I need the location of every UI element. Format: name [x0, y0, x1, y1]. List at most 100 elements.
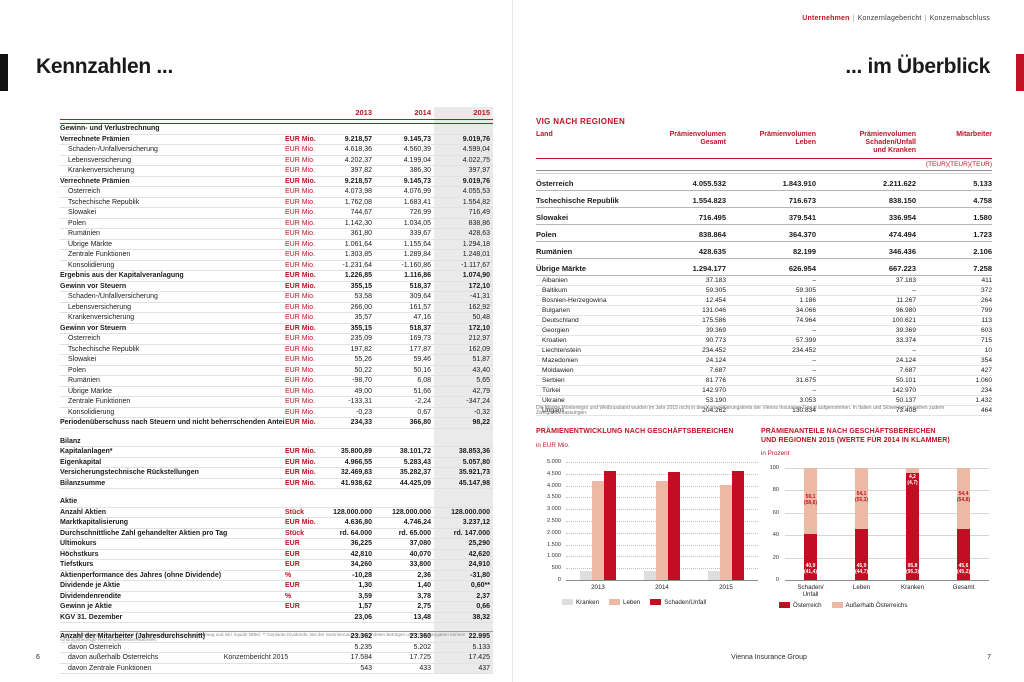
stack-aussen-2 — [906, 468, 919, 473]
breadcrumb-unternehmen: Unternehmen — [802, 15, 850, 22]
table-row: Anzahl Aktien Stück 128.000.000 128.000.000… — [60, 508, 493, 518]
row-label: davon Österreich — [68, 643, 122, 651]
row-label: Periodenüberschuss nach Steuern und nich… — [60, 419, 285, 426]
cell-2014: 5.202 — [413, 643, 431, 651]
bar-schaden-unfall-2014 — [668, 472, 680, 580]
chart1-unit-label: in EUR Mio. — [536, 441, 570, 449]
cell-2013: 1.762,08 — [344, 198, 372, 206]
col-header-schaden: Prämienvolumen Schaden/Unfall und Kranke… — [859, 131, 916, 154]
region-cell: 2.106 — [973, 247, 992, 256]
cell-2013: 4.073,98 — [344, 188, 372, 195]
region-cell: 474.494 — [888, 230, 916, 239]
region-cell: 82.199 — [793, 247, 816, 256]
row-unit — [285, 437, 315, 447]
cell-2015: 9.019,76 — [462, 135, 490, 143]
region-cell: 336.954 — [888, 213, 916, 222]
breadcrumb-konzernabschluss: Konzernabschluss — [929, 15, 990, 22]
cell-2013: 49,00 — [354, 387, 372, 395]
row-unit: EUR Mio. — [285, 335, 315, 342]
regions-row: Ukraine 53.190 3.053 50.137 1.432 — [536, 396, 992, 406]
y-axis-tick: 1.000 — [547, 553, 561, 560]
row-label: davon Zentrale Funktionen — [68, 664, 152, 672]
region-cell: 39.369 — [895, 327, 916, 334]
row-unit — [285, 664, 315, 674]
region-cell: 264 — [980, 297, 992, 304]
row-label: Verrechnete Prämien — [60, 135, 130, 143]
region-cell: 2.211.622 — [883, 179, 916, 188]
table-row: Österreich EUR Mio. 4.073,98 4.076,99 4.055,… — [60, 187, 493, 198]
cell-2013: 50,22 — [354, 366, 372, 374]
cell-2015: 0,60** — [470, 582, 490, 589]
cell-2015: 4.022,75 — [462, 156, 490, 164]
cell-2013: 4.966,55 — [344, 458, 372, 466]
x-axis-label: Kranken — [900, 584, 925, 591]
regions-table-body: Österreich 4.055.532 1.843.910 2.211.622 5.1… — [536, 174, 992, 416]
row-label: Eigenkapital — [60, 458, 102, 466]
region-cell: – — [812, 367, 816, 374]
row-unit: EUR — [285, 550, 300, 558]
breadcrumb-separator2: | — [924, 15, 927, 22]
x-axis-label: Schaden/ Unfall — [797, 584, 824, 598]
cell-2013: 4.636,80 — [344, 519, 372, 526]
row-unit — [285, 497, 315, 507]
cell-2013: -0,23 — [356, 408, 372, 416]
region-label: Bosnien-Herzegowina — [542, 297, 607, 304]
row-unit: EUR Mio. — [285, 251, 315, 258]
regions-row: Baltikum 59.305 59.305 – 372 — [536, 286, 992, 296]
legend-label: Schaden/Unfall — [664, 599, 707, 606]
page-number-right: 7 — [987, 654, 991, 661]
region-cell: 74.964 — [795, 317, 816, 324]
cell-2013: 9.218,57 — [344, 177, 372, 185]
table-row: Tiefstkurs EUR 34,260 33,800 24,910 — [60, 560, 493, 571]
x-axis-label: Leben — [852, 584, 871, 591]
gridline — [785, 535, 989, 537]
cell-2015: 25,290 — [468, 540, 490, 547]
cell-2013: 128.000.000 — [333, 508, 372, 516]
row-label: Schaden-/Unfallversicherung — [68, 146, 158, 153]
bar-schaden-unfall-2013 — [604, 471, 616, 580]
cell-2013: 53,58 — [354, 293, 372, 300]
row-unit: EUR Mio. — [285, 167, 315, 174]
cell-2013 — [315, 497, 374, 507]
cell-2015: 98,22 — [472, 419, 490, 426]
cell-2015: 9.019,76 — [462, 177, 490, 185]
table-row: Kapitalanlagen* EUR Mio. 35.800,89 38.101,7… — [60, 447, 493, 458]
row-unit: EUR Mio. — [285, 177, 316, 185]
cell-2015: 24,910 — [468, 561, 490, 568]
region-cell: 1.580 — [973, 213, 992, 222]
cell-2015: 4.055,53 — [462, 188, 490, 195]
cell-2014: 1.289,84 — [403, 251, 431, 258]
legend-swatch — [609, 599, 621, 606]
region-label: Moldawien — [542, 367, 574, 374]
page-title-right: ... im Überblick — [845, 55, 990, 78]
row-unit: EUR Mio. — [285, 448, 316, 455]
table-row: Österreich EUR Mio. 235,09 169,73 212,97 — [60, 334, 493, 345]
row-unit: EUR Mio. — [285, 377, 315, 384]
gridline — [566, 462, 758, 463]
chart1-title: PRÄMIENENTWICKLUNG NACH GESCHÄFTSBEREICH… — [536, 428, 734, 435]
row-label: Bilanzsumme — [60, 479, 106, 487]
legend-label: Leben — [623, 599, 641, 606]
y-axis-tick: 3.500 — [547, 494, 561, 501]
table-row: Durchschnittliche Zahl gehandelter Aktie… — [60, 529, 493, 539]
region-cell: 1.432 — [975, 397, 992, 404]
cell-2014: 128.000.000 — [392, 508, 431, 516]
premium-share-chart: PRÄMIENANTEILE NACH GESCHÄFTSBEREICHEN U… — [761, 428, 993, 638]
gridline — [785, 490, 989, 492]
region-cell: 1.843.910 — [782, 179, 816, 188]
cell-2015: 0,66 — [476, 603, 490, 610]
row-unit: EUR Mio. — [285, 135, 316, 143]
cell-2013: 17.584 — [350, 654, 372, 661]
cell-2014: 44.425,09 — [399, 479, 431, 487]
row-label: Übrige Märkte — [68, 387, 112, 395]
region-cell: 354 — [980, 357, 992, 364]
row-label: Gewinn je Aktie — [60, 603, 112, 610]
region-cell: 37.183 — [705, 277, 726, 284]
table-row: Konsolidierung EUR Mio. -0,23 0,67 -0,32 — [60, 408, 493, 418]
row-label: Zentrale Funktionen — [68, 398, 131, 405]
row-unit: Stück — [285, 508, 305, 516]
y-axis-tick: 2.500 — [547, 518, 561, 524]
regions-row: Slowakei 716.495 379.541 336.954 1.580 — [536, 208, 992, 225]
region-label: Albanien — [542, 277, 568, 284]
cell-2014 — [374, 437, 433, 447]
